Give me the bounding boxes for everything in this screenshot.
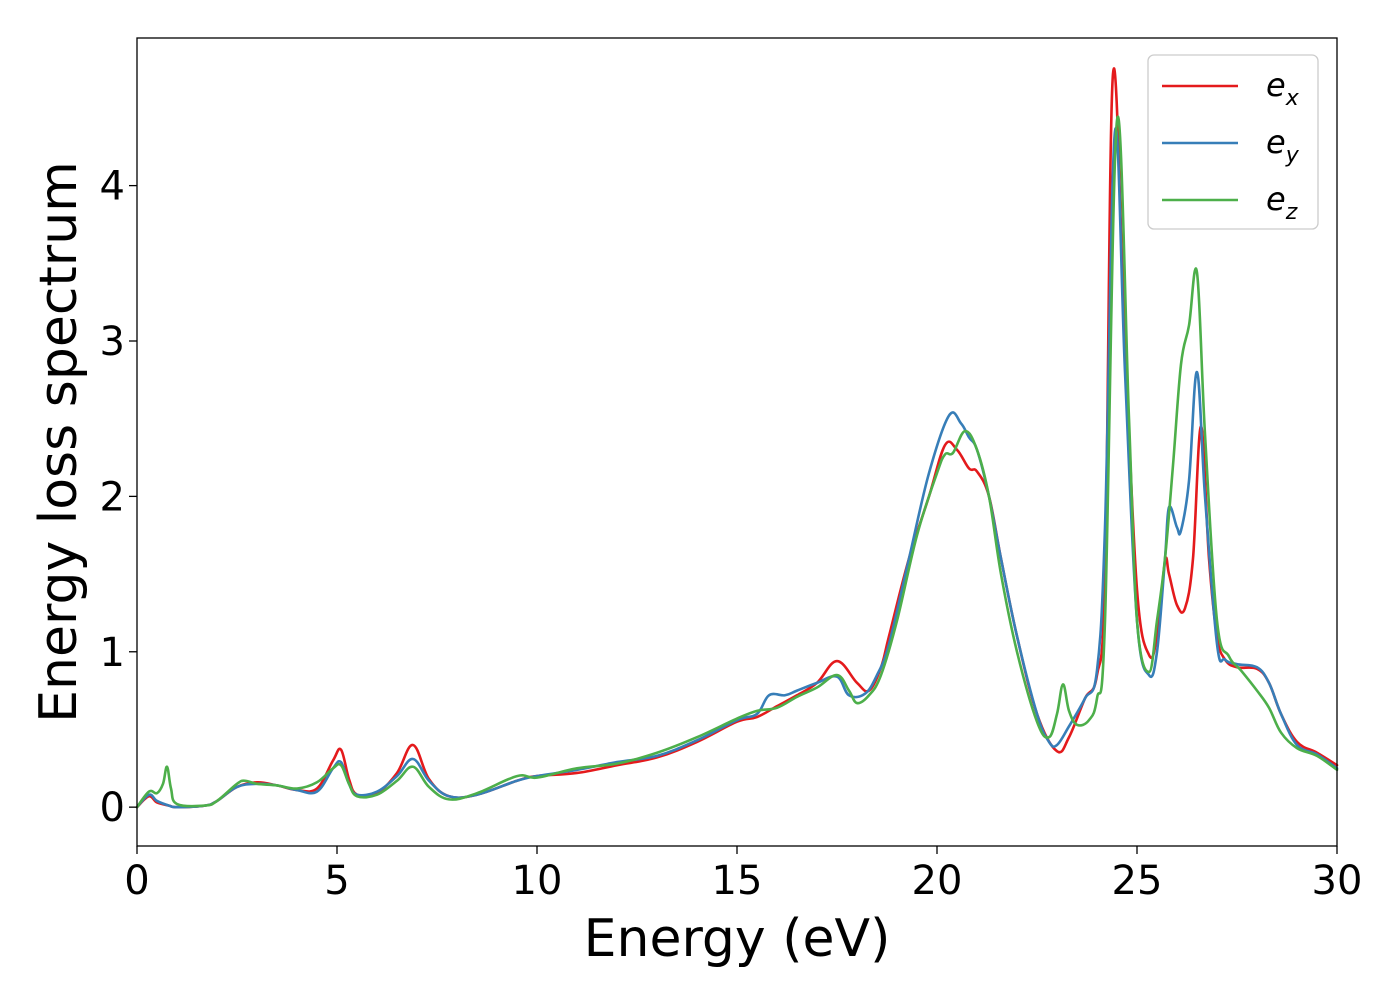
x-tick-label: 10 (512, 858, 563, 904)
x-tick-label: 30 (1312, 858, 1363, 904)
series-line-ez (135, 115, 1339, 809)
y-axis-title: Energy loss spectrum (29, 161, 89, 723)
x-axis-ticks: 0 5 10 15 20 25 30 (124, 846, 1362, 904)
legend-label-ez: ez (1266, 180, 1298, 225)
x-tick-label: 20 (912, 858, 963, 904)
legend: ex ey ez (1147, 54, 1319, 230)
x-tick-label: 15 (712, 858, 763, 904)
y-axis-ticks: 0 1 2 3 4 (100, 164, 137, 831)
y-tick-label: 0 (100, 785, 125, 831)
y-tick-label: 4 (100, 164, 125, 210)
y-tick-label: 1 (100, 630, 125, 676)
y-tick-label: 3 (100, 319, 125, 365)
x-tick-label: 25 (1112, 858, 1163, 904)
legend-label-ey: ey (1266, 123, 1300, 168)
y-tick-label: 2 (100, 474, 125, 520)
legend-label-ex: ex (1266, 66, 1300, 111)
series-layer (135, 67, 1339, 809)
x-axis-title: Energy (eV) (584, 909, 891, 969)
x-tick-label: 0 (124, 858, 149, 904)
x-tick-label: 5 (324, 858, 349, 904)
plot-background (137, 38, 1337, 846)
